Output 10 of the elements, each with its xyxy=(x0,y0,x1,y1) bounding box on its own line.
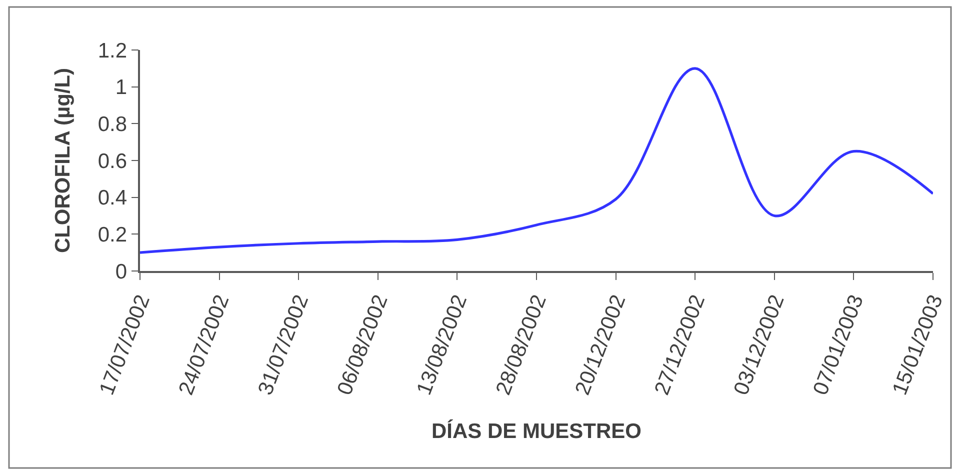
y-tick-label: 0.8 xyxy=(98,113,128,136)
line-series xyxy=(140,67,933,254)
y-tick-label: 0.4 xyxy=(98,186,128,210)
y-tick-label: 1 xyxy=(115,76,128,100)
x-axis-title: DÍAS DE MUESTREO xyxy=(431,418,642,443)
y-axis-title: CLOROFILA (µg/L) xyxy=(51,68,74,254)
y-tick-label: 1.2 xyxy=(98,39,128,62)
y-tick-label: 0.2 xyxy=(98,224,128,247)
y-tick-label: 0 xyxy=(115,260,128,284)
y-tick-label: 0.6 xyxy=(98,150,128,173)
